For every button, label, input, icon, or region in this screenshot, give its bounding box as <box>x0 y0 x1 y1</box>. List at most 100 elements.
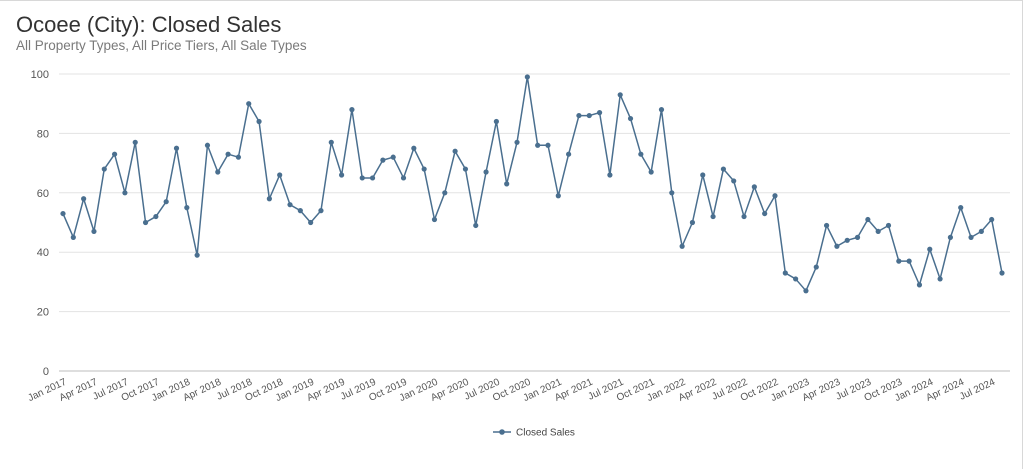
data-point[interactable] <box>679 243 685 249</box>
data-point[interactable] <box>194 252 200 258</box>
data-point[interactable] <box>731 178 737 184</box>
data-point[interactable] <box>751 184 757 190</box>
data-point[interactable] <box>793 276 799 282</box>
data-point[interactable] <box>132 139 138 145</box>
gridlines <box>59 73 1010 372</box>
data-point[interactable] <box>431 216 438 223</box>
data-point[interactable] <box>906 258 912 264</box>
data-point[interactable] <box>380 157 386 163</box>
data-point[interactable] <box>390 154 396 160</box>
data-point[interactable] <box>968 234 974 240</box>
data-point[interactable] <box>246 101 252 107</box>
data-point[interactable] <box>493 118 499 125</box>
data-point[interactable] <box>566 151 572 157</box>
data-point[interactable] <box>844 237 850 243</box>
data-point[interactable] <box>700 172 706 178</box>
data-point[interactable] <box>710 213 716 220</box>
data-point[interactable] <box>411 145 417 151</box>
data-point[interactable] <box>122 190 128 196</box>
data-point[interactable] <box>927 246 933 252</box>
data-point[interactable] <box>308 219 314 226</box>
data-point[interactable] <box>225 151 231 157</box>
data-point[interactable] <box>937 276 943 282</box>
data-point[interactable] <box>586 112 592 119</box>
data-point[interactable] <box>452 148 458 154</box>
data-point[interactable] <box>854 234 861 240</box>
data-point[interactable] <box>916 282 923 288</box>
data-point[interactable] <box>782 270 788 276</box>
data-point[interactable] <box>163 199 169 205</box>
data-point[interactable] <box>256 118 262 125</box>
data-point[interactable] <box>339 172 345 178</box>
data-point[interactable] <box>318 208 324 214</box>
data-point[interactable] <box>81 196 87 202</box>
data-point[interactable] <box>359 175 365 181</box>
data-point[interactable] <box>834 243 840 249</box>
data-point[interactable] <box>627 115 634 122</box>
data-point[interactable] <box>328 139 334 145</box>
data-point[interactable] <box>111 151 118 157</box>
y-tick-label: 40 <box>37 247 49 259</box>
data-point[interactable] <box>638 151 644 157</box>
data-point[interactable] <box>369 175 376 181</box>
data-point[interactable] <box>277 172 283 178</box>
data-point[interactable] <box>483 169 489 175</box>
data-point[interactable] <box>741 213 747 220</box>
data-point[interactable] <box>545 142 551 148</box>
data-point[interactable] <box>617 92 623 98</box>
data-point[interactable] <box>235 154 242 160</box>
data-point[interactable] <box>204 142 211 148</box>
data-point[interactable] <box>823 222 830 229</box>
data-point[interactable] <box>173 145 180 151</box>
data-point[interactable] <box>947 234 954 240</box>
x-tick-label: Jul 2024 <box>958 377 997 403</box>
data-point[interactable] <box>297 208 303 214</box>
data-point[interactable] <box>442 190 448 196</box>
data-point[interactable] <box>91 228 97 235</box>
data-point[interactable] <box>400 175 407 181</box>
data-point[interactable] <box>184 205 190 211</box>
data-point[interactable] <box>978 228 984 235</box>
data-point[interactable] <box>421 166 427 172</box>
data-point[interactable] <box>576 112 582 119</box>
data-point[interactable] <box>596 110 603 116</box>
data-point[interactable] <box>504 181 510 187</box>
data-point[interactable] <box>875 228 881 235</box>
series-line <box>62 76 1003 292</box>
data-point[interactable] <box>215 169 221 175</box>
data-point[interactable] <box>803 288 809 294</box>
y-tick-label: 20 <box>37 307 49 319</box>
data-point[interactable] <box>658 107 665 113</box>
data-point[interactable] <box>60 210 66 217</box>
data-point[interactable] <box>648 169 654 175</box>
data-point[interactable] <box>287 202 293 208</box>
data-point[interactable] <box>999 270 1005 276</box>
data-point[interactable] <box>524 74 530 80</box>
data-point[interactable] <box>689 219 696 226</box>
data-point[interactable] <box>885 222 892 229</box>
data-point[interactable] <box>514 139 520 145</box>
data-point[interactable] <box>349 107 355 113</box>
data-point[interactable] <box>70 234 76 240</box>
data-point[interactable] <box>813 264 819 270</box>
data-point[interactable] <box>142 219 149 226</box>
data-point[interactable] <box>555 193 561 199</box>
data-point[interactable] <box>153 213 159 220</box>
data-point[interactable] <box>669 190 675 196</box>
data-point[interactable] <box>535 142 541 148</box>
data-point[interactable] <box>896 258 902 264</box>
data-point[interactable] <box>266 196 272 202</box>
data-point[interactable] <box>720 166 726 172</box>
legend[interactable]: Closed Sales <box>493 428 575 439</box>
data-point[interactable] <box>865 216 871 223</box>
data-point[interactable] <box>607 172 613 178</box>
legend-marker <box>499 429 505 435</box>
data-point[interactable] <box>462 166 469 172</box>
data-point[interactable] <box>762 210 768 217</box>
data-point[interactable] <box>772 193 778 199</box>
data-point[interactable] <box>101 166 107 172</box>
data-point[interactable] <box>989 216 995 223</box>
y-axis-ticks: 0 20 40 60 80 100 <box>31 69 49 378</box>
data-point[interactable] <box>473 222 479 229</box>
data-point[interactable] <box>958 205 964 211</box>
